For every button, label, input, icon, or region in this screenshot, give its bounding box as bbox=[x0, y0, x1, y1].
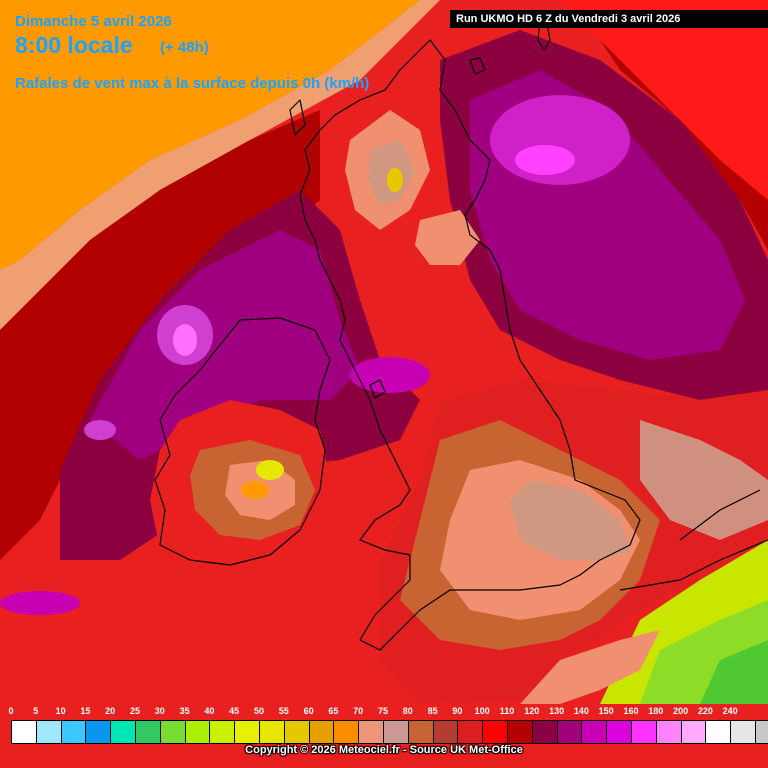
legend-tick-label: 20 bbox=[105, 706, 116, 716]
field-salmon-channel bbox=[520, 630, 660, 704]
legend-tick-label: 160 bbox=[623, 706, 639, 716]
field-yellow-scotland bbox=[387, 168, 403, 192]
field-red-ne bbox=[560, 0, 768, 200]
coastline-france bbox=[619, 539, 768, 591]
legend-swatch bbox=[607, 721, 632, 743]
legend-swatch bbox=[359, 721, 384, 743]
field-magenta-far-sw bbox=[0, 591, 80, 615]
legend-tick-label: 55 bbox=[278, 706, 289, 716]
legend-tick-label: 140 bbox=[573, 706, 589, 716]
legend-swatch bbox=[458, 721, 484, 743]
legend-swatch bbox=[433, 721, 459, 743]
coastline-hebrides bbox=[289, 99, 306, 136]
legend-tick-label: 150 bbox=[598, 706, 614, 716]
legend-tick-label: 75 bbox=[377, 706, 389, 716]
field-green-se bbox=[700, 640, 768, 704]
legend-swatch bbox=[36, 721, 62, 743]
color-legend: 0 5 10 15 20 25 30 35 40 45 50 55 60 65 70 75 80 85 90 100 1… bbox=[0, 704, 768, 768]
legend-swatch bbox=[681, 721, 707, 743]
legend-swatch bbox=[259, 721, 285, 743]
field-orange-ireland bbox=[241, 481, 269, 499]
legend-swatch bbox=[755, 721, 768, 743]
legend-tick-label: 25 bbox=[129, 706, 141, 716]
legend-swatch bbox=[185, 721, 211, 743]
legend-tick-label: 15 bbox=[80, 706, 91, 716]
coastline-great-britain bbox=[299, 39, 641, 651]
legend-swatch bbox=[631, 721, 657, 743]
copyright-text: Copyright © 2026 Meteociel.fr - Source U… bbox=[245, 744, 523, 756]
legend-tick-label: 45 bbox=[229, 706, 240, 716]
legend-swatch bbox=[284, 721, 310, 743]
legend-tick-label: 30 bbox=[154, 706, 165, 716]
legend-tick-label: 220 bbox=[697, 706, 713, 716]
legend-swatch bbox=[334, 721, 360, 743]
legend-swatch bbox=[235, 721, 260, 743]
legend-tick-label: 65 bbox=[328, 706, 339, 716]
legend-tick-label: 50 bbox=[253, 706, 265, 716]
legend-swatch bbox=[61, 721, 87, 743]
field-pink-w bbox=[173, 324, 197, 356]
legend-swatch bbox=[160, 721, 186, 743]
legend-swatch bbox=[135, 721, 161, 743]
parameter-title: Rafales de vent max à la surface depuis … bbox=[15, 75, 370, 92]
legend-swatch bbox=[483, 721, 508, 743]
field-salmon-nw bbox=[0, 0, 440, 330]
legend-tick-label: 35 bbox=[179, 706, 190, 716]
legend-swatch bbox=[532, 721, 558, 743]
legend-tick-label: 130 bbox=[549, 706, 565, 716]
model-run-label: Run UKMO HD 6 Z du Vendredi 3 avril 2026 bbox=[450, 10, 768, 28]
forecast-date: Dimanche 5 avril 2026 bbox=[15, 13, 172, 30]
legend-swatch bbox=[111, 721, 136, 743]
legend-swatch bbox=[557, 721, 583, 743]
legend-tick-label: 80 bbox=[402, 706, 413, 716]
coastlines bbox=[154, 17, 768, 651]
field-pink-east bbox=[640, 420, 768, 540]
legend-tick-label: 90 bbox=[452, 706, 463, 716]
coastline-orkney bbox=[469, 57, 486, 75]
legend-tick-label: 110 bbox=[499, 706, 515, 716]
field-yellow-ireland bbox=[256, 460, 284, 480]
legend-swatch bbox=[210, 721, 236, 743]
legend-swatch bbox=[12, 721, 37, 743]
field-magenta-irish bbox=[350, 357, 430, 393]
legend-swatch bbox=[507, 721, 533, 743]
legend-tick-label: 40 bbox=[204, 706, 215, 716]
legend-tick-label: 60 bbox=[303, 706, 314, 716]
legend-swatch bbox=[706, 721, 732, 743]
field-pink-ne bbox=[515, 145, 575, 175]
legend-swatch bbox=[408, 721, 434, 743]
legend-tick-label: 10 bbox=[55, 706, 66, 716]
legend-swatch bbox=[731, 721, 756, 743]
legend-swatch bbox=[309, 721, 335, 743]
legend-tick-label: 120 bbox=[524, 706, 540, 716]
forecast-time: 8:00 locale bbox=[15, 32, 133, 58]
coastline-belgium-nl bbox=[679, 489, 761, 541]
legend-swatch bbox=[582, 721, 608, 743]
legend-tick-label: 240 bbox=[722, 706, 738, 716]
legend-tick-label: 200 bbox=[673, 706, 689, 716]
legend-tick-label: 85 bbox=[427, 706, 438, 716]
field-magenta-sw bbox=[84, 420, 116, 440]
field-pink-england bbox=[510, 480, 630, 560]
legend-swatch bbox=[383, 721, 409, 743]
legend-tick-label: 70 bbox=[353, 706, 364, 716]
field-orange-nw bbox=[0, 0, 420, 270]
legend-swatch bbox=[656, 721, 682, 743]
field-salmon-southernup bbox=[415, 210, 480, 265]
legend-swatch bbox=[86, 721, 112, 743]
coastline-ireland bbox=[154, 317, 331, 566]
field-darkred-ne bbox=[600, 40, 768, 250]
field-purple-ocean bbox=[90, 230, 360, 460]
legend-tick-label: 0 bbox=[8, 706, 14, 716]
legend-tick-label: 180 bbox=[648, 706, 664, 716]
legend-tick-label: 100 bbox=[474, 706, 490, 716]
legend-swatches bbox=[11, 720, 768, 744]
legend-tick-label: 5 bbox=[33, 706, 39, 716]
coastline-isle-of-man bbox=[369, 379, 386, 399]
forecast-lead-time: (+ 48h) bbox=[160, 39, 209, 56]
